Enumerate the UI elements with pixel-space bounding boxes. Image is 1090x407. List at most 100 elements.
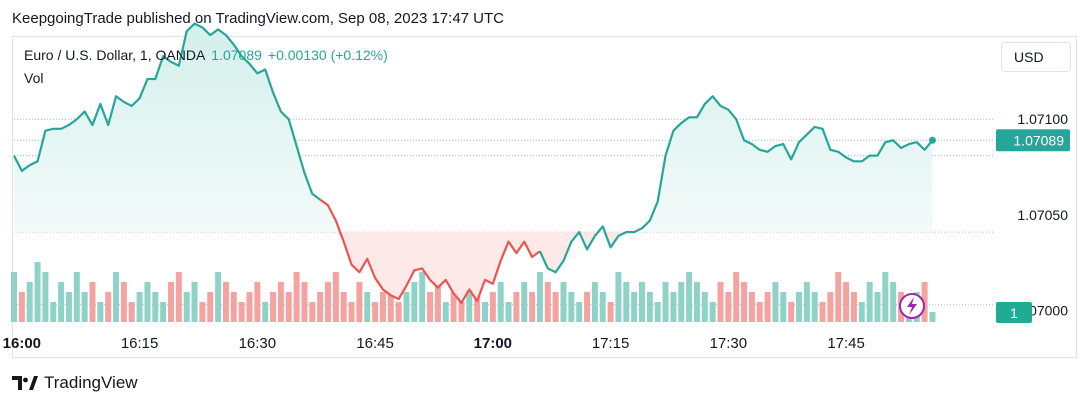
volume-bar	[168, 282, 174, 322]
volume-bar	[395, 302, 402, 322]
volume-bar	[639, 282, 645, 322]
volume-bar	[293, 272, 300, 322]
volume-bar	[866, 282, 873, 322]
volume-bar	[646, 292, 653, 322]
volume-bar	[50, 302, 57, 322]
footer-brand: TradingView	[44, 373, 138, 392]
volume-bar	[199, 302, 206, 322]
volume-bar	[270, 292, 277, 322]
volume-bar	[301, 282, 308, 322]
volume-bar	[513, 292, 520, 322]
volume-bar	[835, 272, 842, 322]
volume-bar	[780, 292, 787, 322]
volume-bar	[34, 262, 41, 322]
volume-bar	[748, 292, 755, 322]
volume-bar	[73, 272, 80, 322]
price-segment-up	[13, 22, 321, 201]
volume-value-label: 1	[1010, 305, 1018, 321]
price-label: 1.07089	[1013, 132, 1064, 148]
volume-bar	[277, 282, 284, 322]
volume-bar	[497, 282, 504, 322]
legend-change: +0.00130 (+0.12%)	[267, 47, 388, 63]
volume-bar	[356, 282, 363, 322]
volume-bar	[709, 302, 716, 322]
volume-bar	[615, 272, 622, 322]
volume-bar	[858, 302, 865, 322]
volume-bar	[921, 282, 928, 322]
volume-bars	[11, 262, 936, 322]
volume-bar	[254, 282, 261, 322]
volume-bar	[482, 302, 488, 322]
volume-bar	[136, 292, 143, 322]
volume-bar	[591, 282, 598, 322]
volume-bar	[552, 292, 559, 322]
volume-bar	[340, 292, 347, 322]
volume-bar	[81, 292, 88, 322]
volume-bar	[756, 302, 763, 322]
volume-bar	[458, 302, 465, 322]
volume-bar	[890, 282, 897, 322]
volume-bar	[11, 272, 17, 322]
currency-button[interactable]: USD	[1001, 42, 1071, 72]
volume-bar	[874, 292, 881, 322]
volume-bar	[544, 282, 551, 322]
tradingview-footer[interactable]: TradingView	[12, 373, 138, 393]
volume-bar	[536, 272, 543, 322]
volume-bar	[434, 282, 441, 322]
volume-bar	[850, 292, 857, 322]
x-tick-label: 17:45	[827, 335, 865, 352]
volume-bar	[42, 272, 49, 322]
price-line	[13, 22, 936, 319]
price-label-box	[996, 129, 1070, 152]
volume-bar	[262, 302, 269, 322]
volume-bar	[929, 312, 936, 322]
volume-bar	[670, 292, 677, 322]
volume-bar	[521, 282, 528, 322]
chart-frame	[12, 36, 1077, 358]
volume-bar	[717, 282, 724, 322]
volume-bar	[317, 292, 324, 322]
x-tick-label: 17:15	[592, 335, 630, 352]
lightning-icon	[899, 293, 925, 319]
price-segment-up	[538, 95, 934, 274]
x-tick-label: 16:00	[3, 335, 41, 352]
x-tick-label: 17:00	[474, 335, 512, 352]
volume-bar	[662, 282, 669, 322]
volume-bar	[191, 282, 198, 322]
area-down	[14, 232, 933, 303]
volume-bar	[18, 292, 25, 322]
volume-bar	[364, 292, 371, 322]
volume-bar	[505, 302, 512, 322]
volume-bar	[309, 302, 316, 322]
volume-bar	[175, 272, 182, 322]
volume-bar	[379, 292, 386, 322]
volume-legend[interactable]: Vol	[24, 70, 44, 86]
volume-bar	[348, 302, 355, 322]
volume-bar	[827, 292, 834, 322]
volume-bar	[560, 282, 567, 322]
last-price-dot	[928, 136, 936, 144]
legend-price: 1.07089	[211, 47, 262, 63]
symbol-name[interactable]: Euro / U.S. Dollar, 1, OANDA	[24, 47, 206, 63]
volume-bar	[442, 302, 449, 322]
y-tick-label: 1.07100	[1017, 111, 1068, 127]
x-tick-label: 16:15	[121, 335, 159, 352]
volume-bar	[796, 292, 802, 322]
x-tick-label: 16:45	[356, 335, 394, 352]
volume-bar	[183, 292, 190, 322]
volume-bar	[474, 292, 481, 322]
volume-bar	[733, 272, 740, 322]
volume-bar	[387, 282, 394, 322]
volume-bar	[215, 272, 222, 322]
volume-bar	[701, 292, 708, 322]
volume-bar	[128, 302, 135, 322]
volume-bar	[607, 302, 614, 322]
volume-bar	[152, 292, 159, 322]
volume-bar	[285, 292, 292, 322]
time-axis: 16:00 16:15 16:30 16:45 17:00 17:15 17:30 17:45	[3, 335, 865, 352]
price-segment-down	[319, 198, 541, 304]
volume-bar	[65, 292, 72, 322]
price-area	[14, 23, 933, 303]
